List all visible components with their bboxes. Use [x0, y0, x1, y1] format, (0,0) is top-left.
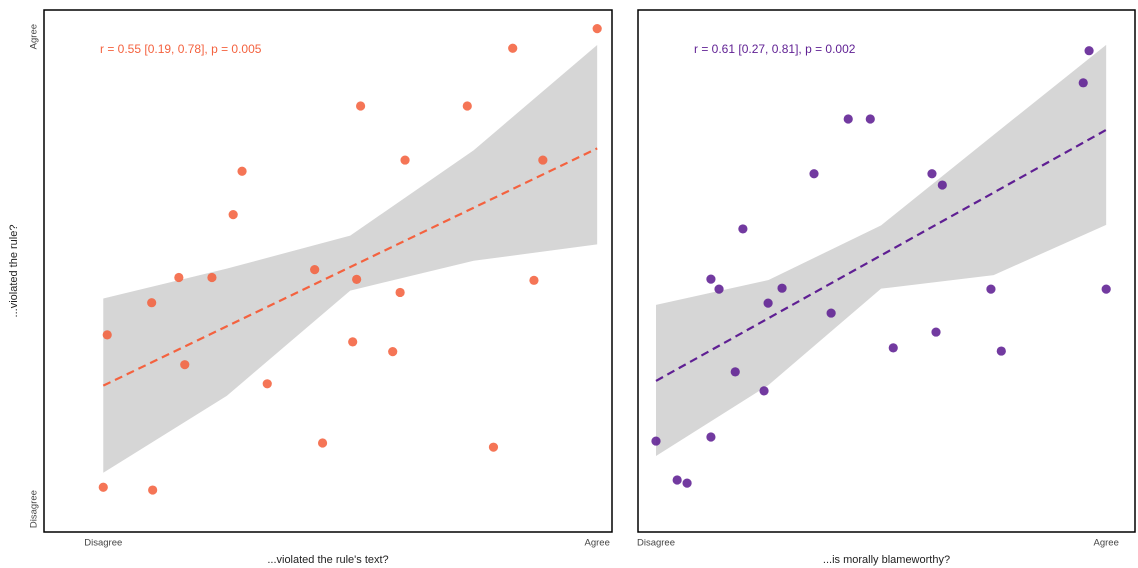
point: [1078, 78, 1088, 88]
point: [462, 101, 472, 111]
x-tick-label: Agree: [1094, 538, 1119, 549]
point: [207, 272, 217, 283]
point: [400, 155, 410, 165]
point: [682, 478, 692, 488]
point: [777, 283, 787, 293]
annotation: r = 0.61 [0.27, 0.81], p = 0.002: [694, 42, 856, 56]
point: [529, 275, 539, 285]
point: [174, 272, 184, 283]
point: [102, 330, 112, 340]
point: [651, 436, 661, 446]
x-axis-title: ...is morally blameworthy?: [823, 554, 950, 566]
fit-line: [102, 147, 598, 387]
point: [714, 284, 724, 294]
point: [937, 180, 947, 190]
point: [352, 274, 362, 284]
point: [865, 114, 875, 124]
point: [759, 386, 769, 396]
point: [488, 442, 499, 452]
point: [730, 367, 740, 377]
point: [888, 343, 898, 353]
point: [538, 155, 548, 165]
confidence-band: [103, 44, 598, 473]
point: [809, 169, 819, 179]
plot-frame: [43, 9, 613, 533]
point: [228, 210, 238, 220]
x-tick-label: Disagree: [637, 538, 675, 549]
point: [508, 43, 518, 53]
point: [931, 327, 941, 337]
point: [1084, 46, 1094, 56]
x-tick-label: Disagree: [84, 538, 122, 549]
point: [826, 308, 836, 318]
point: [927, 169, 937, 179]
point: [317, 438, 328, 448]
point: [763, 298, 773, 308]
point: [738, 224, 748, 234]
point: [706, 274, 716, 284]
point: [388, 347, 398, 357]
point: [98, 482, 108, 492]
point: [180, 360, 190, 370]
point: [706, 432, 716, 442]
point: [310, 265, 320, 275]
plot-frame: [637, 9, 1136, 533]
fit-line: [655, 128, 1107, 382]
point: [262, 379, 272, 389]
point: [148, 485, 158, 495]
y-axis-title: ...violated the rule?: [8, 225, 20, 318]
point: [348, 337, 358, 347]
x-tick-label: Agree: [585, 538, 610, 549]
point: [843, 114, 853, 124]
point: [237, 166, 247, 176]
y-tick-label: Agree: [29, 24, 40, 49]
point: [395, 287, 405, 298]
point: [996, 346, 1006, 356]
y-tick-label: Disagree: [29, 490, 40, 528]
annotation: r = 0.55 [0.19, 0.78], p = 0.005: [100, 42, 262, 56]
point: [355, 101, 366, 111]
confidence-band: [656, 44, 1107, 457]
point: [1101, 284, 1111, 294]
point: [147, 298, 157, 308]
point: [592, 24, 602, 34]
point: [672, 475, 682, 485]
x-axis-title: ...violated the rule's text?: [267, 554, 388, 566]
point: [986, 284, 996, 294]
